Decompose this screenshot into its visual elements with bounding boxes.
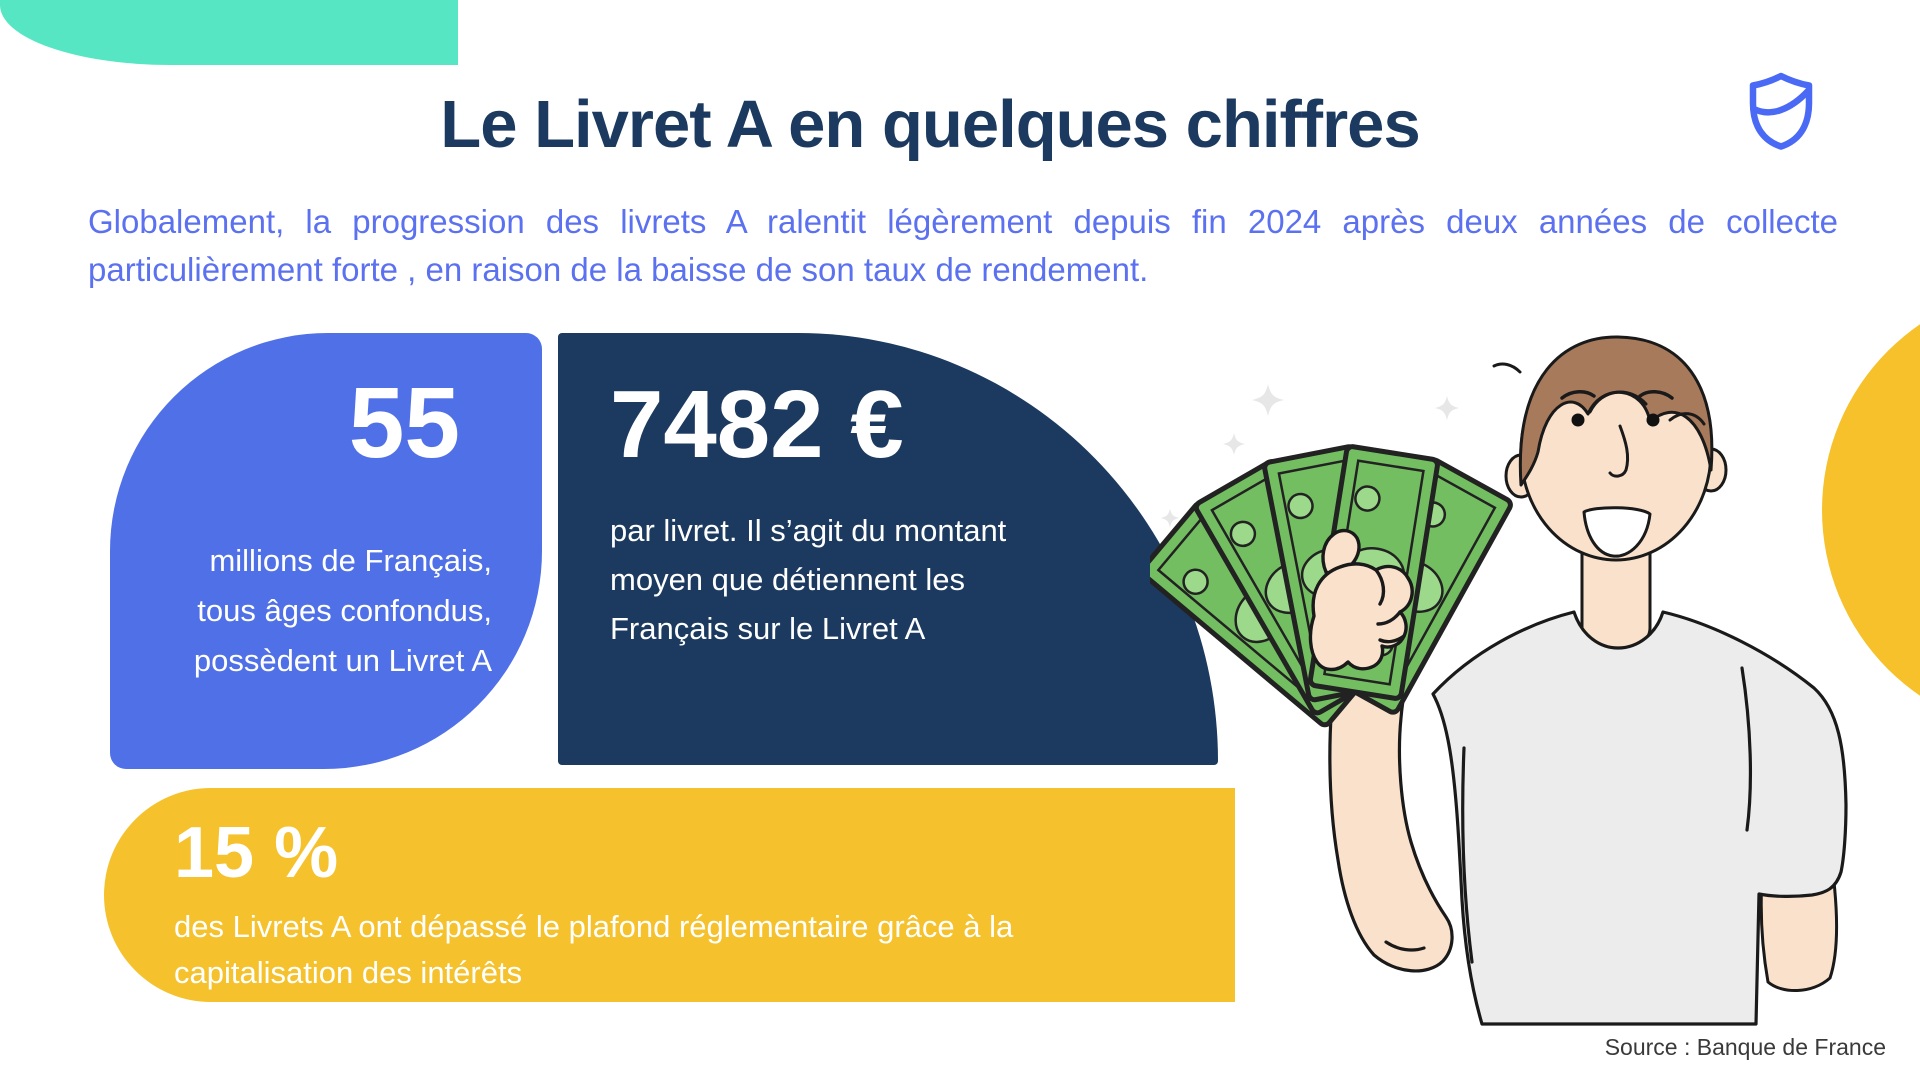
stat-line: possèdent un Livret A bbox=[193, 643, 492, 678]
stat-value-ceiling: 15 % bbox=[174, 813, 339, 893]
page-title: Le Livret A en quelques chiffres bbox=[440, 87, 1420, 162]
stat-card-average-amount: 7482 € par livret. Il s’agit du montant … bbox=[558, 333, 1218, 765]
teal-corner-shape bbox=[0, 0, 458, 65]
man-head bbox=[1492, 335, 1728, 653]
stat-value-holders: 55 bbox=[348, 367, 460, 479]
man-tshirt bbox=[1431, 610, 1848, 1026]
stat-description-average-amount: par livret. Il s’agit du montant moyen q… bbox=[558, 506, 1028, 653]
intro-paragraph: Globalement, la progression des livrets … bbox=[88, 203, 1838, 288]
stat-card-ceiling: 15 % des Livrets A ont dépassé le plafon… bbox=[104, 788, 1235, 1002]
stat-card-holders: 55 millions de Français, tous âges confo… bbox=[110, 333, 542, 769]
stat-line: millions de Français, bbox=[209, 543, 492, 578]
stat-line: capitalisation des intérêts bbox=[174, 954, 523, 990]
stat-description-ceiling: des Livrets A ont dépassé le plafond rég… bbox=[104, 904, 1054, 996]
source-label: Source : Banque de France bbox=[1604, 1034, 1886, 1060]
stat-line: par livret. Il s’agit du montant bbox=[610, 512, 1007, 548]
stat-value-average-amount: 7482 € bbox=[610, 371, 904, 478]
stat-description-holders: millions de Français, tous âges confondu… bbox=[110, 536, 542, 686]
stat-line: tous âges confondus, bbox=[197, 593, 492, 628]
stat-line: des Livrets A ont dépassé le plafond rég… bbox=[174, 908, 1014, 944]
shield-logo-icon bbox=[1749, 72, 1813, 150]
man-holding-money-illustration bbox=[1150, 335, 1848, 1026]
man-hand bbox=[1308, 528, 1414, 672]
stat-line: moyen que détiennent les bbox=[610, 561, 966, 597]
stat-line: Français sur le Livret A bbox=[610, 610, 926, 646]
